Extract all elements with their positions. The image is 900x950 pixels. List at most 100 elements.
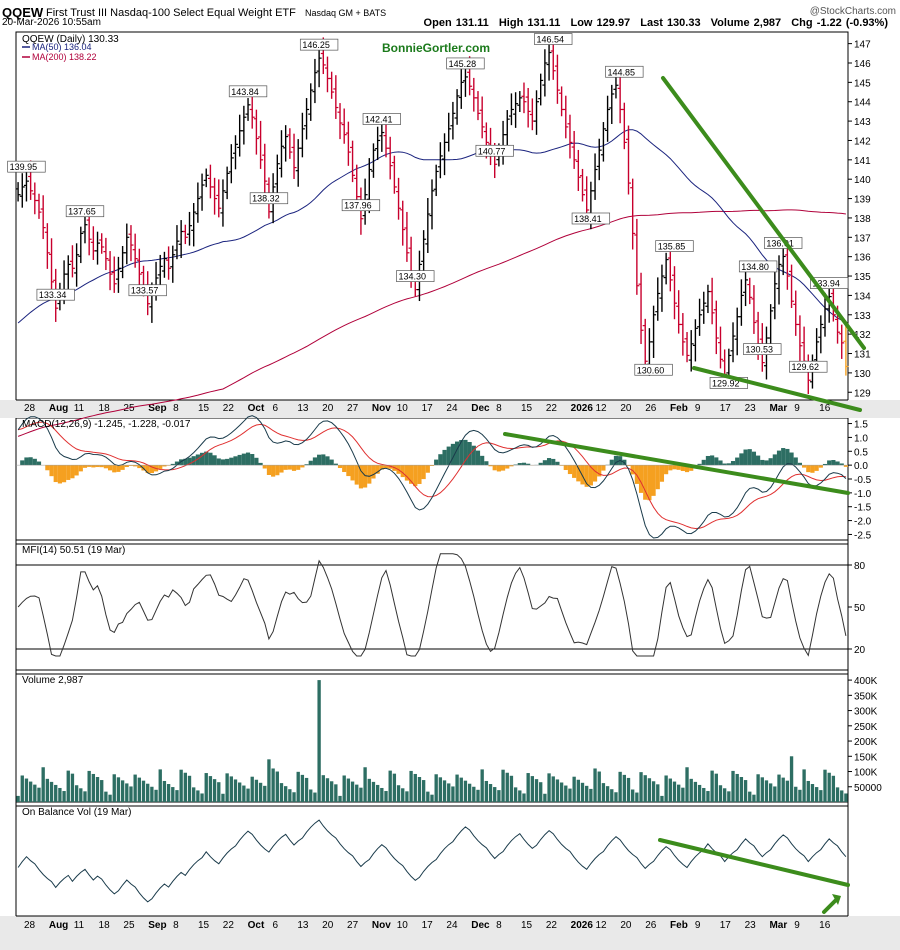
macd-histogram-bar xyxy=(329,459,334,466)
volume-bar xyxy=(789,756,794,802)
volume-bar xyxy=(551,776,555,802)
macd-histogram-bar xyxy=(258,462,263,466)
volume-bar xyxy=(484,780,489,802)
macd-histogram-bar xyxy=(300,465,305,468)
volume-bar xyxy=(275,771,279,802)
volume-bar xyxy=(129,786,133,802)
price-callout-box xyxy=(475,144,514,157)
volume-bar xyxy=(748,791,752,802)
x-tick-label: 8 xyxy=(496,403,502,414)
macd-histogram-bar xyxy=(413,465,418,487)
quote-datetime: 20-Mar-2026 10:55am xyxy=(2,17,101,28)
volume-bar xyxy=(217,782,221,802)
volume-bar xyxy=(116,777,121,802)
price-y-tick-label: 133 xyxy=(854,311,871,322)
macd-histogram-bar xyxy=(450,443,455,466)
macd-histogram-bar xyxy=(133,465,138,467)
macd-histogram-bar xyxy=(730,461,736,466)
macd-histogram-bar xyxy=(638,465,644,493)
macd-histogram-bar xyxy=(166,465,171,466)
volume-bar xyxy=(49,781,54,802)
volume-bar xyxy=(112,774,116,802)
volume-bar xyxy=(24,778,29,802)
price-y-tick-label: 139 xyxy=(854,195,871,206)
macd-histogram-bar xyxy=(325,456,330,466)
divider xyxy=(15,539,849,545)
volume-bar xyxy=(559,782,564,802)
volume-bar xyxy=(534,779,539,802)
volume-bar xyxy=(342,775,346,802)
macd-histogram-bar xyxy=(496,465,501,472)
volume-bar xyxy=(33,784,37,802)
volume-bar xyxy=(647,778,652,802)
x-tick-label: 12 xyxy=(596,403,608,414)
macd-histogram-bar xyxy=(739,453,744,466)
volume-bar xyxy=(505,772,509,802)
macd-histogram-bar xyxy=(112,465,117,473)
x-tick-label: 25 xyxy=(123,920,135,931)
open-value: 131.11 xyxy=(455,17,489,29)
x-tick-label: 24 xyxy=(446,403,458,414)
volume-bar xyxy=(810,784,815,802)
macd-histogram-bar xyxy=(505,465,510,469)
macd-histogram-bar xyxy=(317,454,322,466)
volume-bar xyxy=(162,780,167,802)
macd-histogram-bar xyxy=(480,455,485,466)
price-callout-box xyxy=(534,33,573,45)
volume-y-tick-label: 250K xyxy=(854,722,878,733)
volume-bar xyxy=(626,777,631,802)
macd-histogram-bar xyxy=(789,452,794,466)
x-tick-label: 20 xyxy=(322,403,334,414)
macd-histogram-bar xyxy=(810,465,815,473)
macd-histogram-bar xyxy=(28,457,33,466)
macd-histogram-bar xyxy=(434,459,439,466)
volume-bar xyxy=(547,773,551,802)
macd-histogram-bar xyxy=(471,445,476,466)
obv-arrow-shaft xyxy=(822,898,838,914)
volume-bar xyxy=(283,786,288,802)
macd-histogram-bar xyxy=(262,465,267,469)
volume-bar xyxy=(781,777,785,802)
price-callout-label: 146.54 xyxy=(536,35,564,45)
ma50-legend-label: MA(50) 136.04 xyxy=(32,42,92,52)
macd-y-tick-label: -2.0 xyxy=(854,517,872,528)
macd-legend: MACD(12,26,9) -1.245, -1.228, -0.017 xyxy=(22,419,191,430)
price-callout-label: 129.62 xyxy=(791,362,819,372)
macd-histogram-bar xyxy=(266,465,272,475)
macd-histogram-bar xyxy=(492,465,497,471)
ticker-symbol: QQEW xyxy=(2,5,44,20)
volume-bar xyxy=(309,789,313,802)
macd-histogram-bar xyxy=(555,461,560,466)
macd-histogram-bar xyxy=(24,457,29,466)
macd-histogram-bar xyxy=(697,463,702,466)
x-tick-label: 2026 xyxy=(571,403,594,414)
last-label: Last xyxy=(640,17,663,29)
macd-histogram-bar xyxy=(183,458,188,466)
macd-histogram-bar xyxy=(383,465,389,469)
volume-bar xyxy=(41,767,45,802)
macd-histogram-bar xyxy=(802,465,807,468)
volume-bar xyxy=(401,788,405,802)
macd-histogram-bar xyxy=(651,465,656,496)
volume-bar xyxy=(706,791,710,802)
volume-bar xyxy=(488,784,493,802)
macd-histogram-bar xyxy=(312,457,318,466)
volume-bar xyxy=(20,775,24,802)
price-y-tick-label: 141 xyxy=(854,156,871,167)
volume-bar xyxy=(212,779,217,802)
macd-histogram-bar xyxy=(459,440,464,466)
macd-histogram-bar xyxy=(701,459,706,466)
macd-histogram-bar xyxy=(87,465,92,467)
price-callout-label: 137.96 xyxy=(344,201,372,211)
price-y-tick-label: 131 xyxy=(854,350,871,361)
x-tick-label: 23 xyxy=(745,920,757,931)
volume-bar xyxy=(413,773,417,802)
macd-histogram-bar xyxy=(149,465,154,474)
volume-bar xyxy=(279,783,284,802)
price-y-tick-label: 136 xyxy=(854,253,871,264)
x-tick-label: Dec xyxy=(471,403,490,414)
macd-histogram-bar xyxy=(128,465,134,466)
mfi-y-tick-label: 50 xyxy=(854,603,866,614)
volume-bar xyxy=(714,773,718,802)
x-tick-label: 13 xyxy=(297,403,309,414)
